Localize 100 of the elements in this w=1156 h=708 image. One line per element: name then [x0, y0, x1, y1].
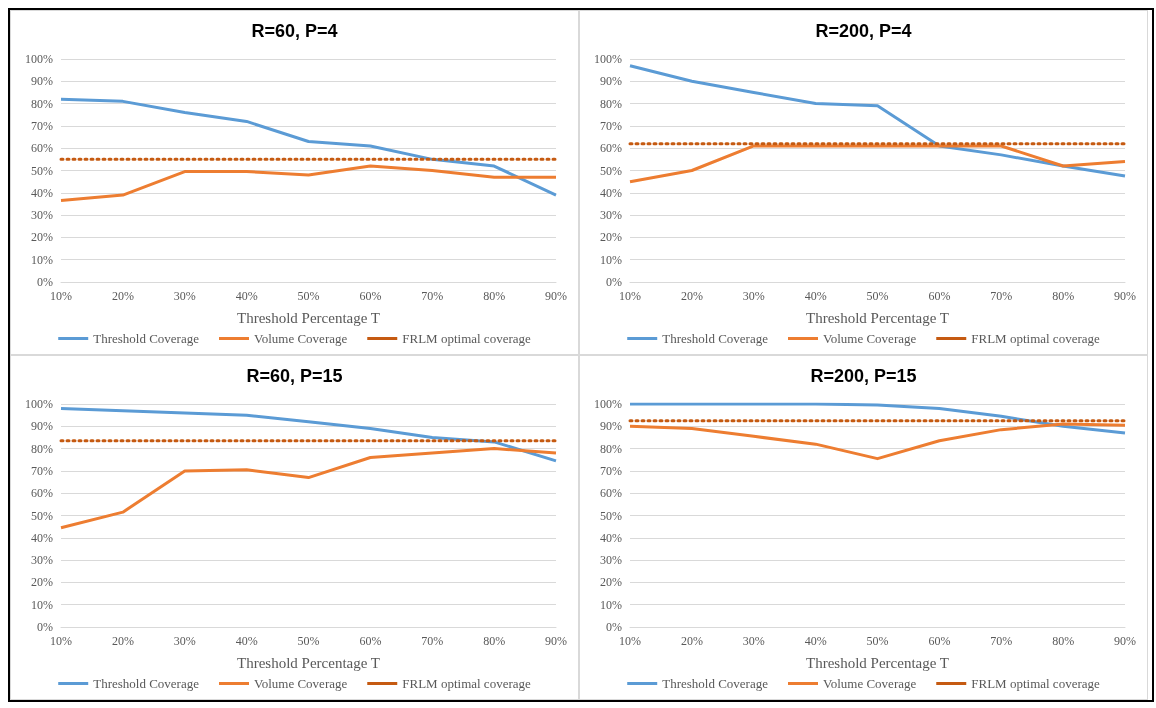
legend-label: FRLM optimal coverage — [971, 331, 1101, 346]
y-tick-label: 20% — [31, 230, 53, 245]
y-tick-label: 0% — [37, 620, 53, 634]
x-tick-label: 60% — [928, 634, 951, 648]
x-tick-label: 80% — [483, 289, 506, 303]
line-series — [628, 144, 1127, 184]
x-tick-label: 80% — [1052, 634, 1075, 648]
y-tick-label: 40% — [600, 530, 622, 545]
x-tick-label: 40% — [804, 634, 827, 648]
y-tick-label: 30% — [31, 553, 53, 568]
y-tick-label: 60% — [31, 141, 53, 156]
x-tick-label: 30% — [742, 634, 765, 648]
y-tick-label: 0% — [606, 620, 622, 634]
x-tick-label: 20% — [111, 289, 134, 303]
x-tick-label: 10% — [619, 634, 641, 648]
x-tick-label: 20% — [680, 634, 703, 648]
x-tick-label: 30% — [173, 634, 196, 648]
line-series — [628, 64, 1127, 178]
y-tick-label: 30% — [600, 553, 622, 568]
x-tick-label: 10% — [619, 289, 641, 303]
x-tick-label: 70% — [990, 289, 1013, 303]
x-axis-title: Threshold Percentage T — [805, 654, 950, 671]
line-series — [59, 447, 558, 530]
legend-label: Threshold Coverage — [662, 331, 769, 346]
x-tick-label: 50% — [297, 634, 320, 648]
y-tick-label: 40% — [600, 185, 622, 200]
legend-label: Threshold Coverage — [93, 676, 200, 691]
y-tick-label: 40% — [31, 530, 53, 545]
legend-label: FRLM optimal coverage — [402, 676, 532, 691]
y-tick-label: 10% — [31, 252, 53, 267]
x-tick-label: 50% — [866, 634, 889, 648]
y-tick-label: 80% — [31, 96, 53, 111]
x-tick-label: 70% — [421, 634, 444, 648]
y-tick-label: 30% — [600, 208, 622, 223]
chart-title: R=60, P=15 — [246, 366, 343, 386]
legend-label: Volume Coverage — [253, 676, 348, 691]
y-tick-label: 90% — [600, 74, 622, 89]
legend-label: Volume Coverage — [253, 331, 348, 346]
legend-label: Volume Coverage — [822, 331, 917, 346]
x-tick-label: 60% — [359, 289, 382, 303]
y-tick-label: 70% — [31, 118, 53, 133]
y-tick-label: 50% — [600, 163, 622, 178]
x-tick-label: 90% — [545, 634, 567, 648]
x-tick-label: 80% — [1052, 289, 1075, 303]
x-tick-label: 70% — [421, 289, 444, 303]
y-tick-label: 90% — [31, 74, 53, 89]
y-tick-label: 10% — [600, 597, 622, 612]
y-tick-label: 20% — [31, 575, 53, 590]
x-tick-label: 20% — [680, 289, 703, 303]
y-tick-label: 80% — [600, 96, 622, 111]
y-tick-label: 60% — [600, 486, 622, 501]
legend-label: Threshold Coverage — [93, 331, 200, 346]
x-tick-label: 10% — [50, 289, 72, 303]
y-tick-label: 30% — [31, 208, 53, 223]
legend-label: FRLM optimal coverage — [402, 331, 532, 346]
y-tick-label: 80% — [600, 441, 622, 456]
y-tick-label: 10% — [600, 252, 622, 267]
x-tick-label: 90% — [545, 289, 567, 303]
x-axis-title: Threshold Percentage T — [805, 309, 950, 326]
x-tick-label: 90% — [1114, 289, 1136, 303]
chart-title: R=60, P=4 — [251, 21, 338, 41]
y-tick-label: 100% — [594, 397, 622, 411]
y-tick-label: 50% — [31, 163, 53, 178]
y-tick-label: 80% — [31, 441, 53, 456]
x-tick-label: 40% — [804, 289, 827, 303]
x-tick-label: 50% — [297, 289, 320, 303]
x-tick-label: 70% — [990, 634, 1013, 648]
y-tick-label: 40% — [31, 185, 53, 200]
y-tick-label: 20% — [600, 230, 622, 245]
x-tick-label: 80% — [483, 634, 506, 648]
x-tick-label: 50% — [866, 289, 889, 303]
y-tick-label: 70% — [600, 463, 622, 478]
line-series — [59, 97, 558, 197]
y-tick-label: 60% — [31, 486, 53, 501]
y-tick-label: 0% — [37, 275, 53, 289]
y-tick-label: 50% — [31, 508, 53, 523]
y-tick-label: 0% — [606, 275, 622, 289]
x-tick-label: 30% — [173, 289, 196, 303]
legend-label: FRLM optimal coverage — [971, 676, 1101, 691]
x-tick-label: 20% — [111, 634, 134, 648]
y-tick-label: 20% — [600, 575, 622, 590]
legend-label: Volume Coverage — [822, 676, 917, 691]
legend-label: Threshold Coverage — [662, 676, 769, 691]
y-tick-label: 90% — [31, 419, 53, 434]
line-series — [628, 402, 1127, 435]
x-axis-title: Threshold Percentage T — [236, 309, 381, 326]
y-tick-label: 70% — [31, 463, 53, 478]
x-tick-label: 40% — [235, 289, 258, 303]
line-series — [628, 422, 1127, 461]
chart-title: R=200, P=15 — [810, 366, 917, 386]
y-tick-label: 50% — [600, 508, 622, 523]
y-tick-label: 100% — [25, 52, 53, 66]
x-tick-label: 60% — [928, 289, 951, 303]
line-series — [59, 406, 558, 463]
y-tick-label: 10% — [31, 597, 53, 612]
x-tick-label: 30% — [742, 289, 765, 303]
x-tick-label: 90% — [1114, 634, 1136, 648]
line-series — [59, 164, 558, 203]
y-tick-label: 100% — [25, 397, 53, 411]
chart-title: R=200, P=4 — [815, 21, 912, 41]
